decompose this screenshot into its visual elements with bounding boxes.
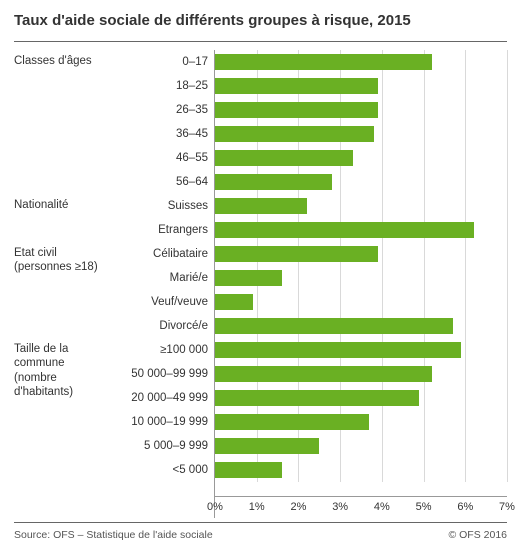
bar [215,246,378,262]
bar-row [215,290,507,314]
bar-row [215,74,507,98]
row-label: Suisses [114,194,214,218]
row-label: ≥100 000 [114,338,214,362]
x-tick-label: 7% [499,501,515,513]
plot-area [215,50,507,482]
row-label: 50 000–99 999 [114,362,214,386]
bar-row [215,458,507,482]
bar-row [215,314,507,338]
bars-column: 0%1%2%3%4%5%6%7% [214,50,507,518]
row-label: 20 000–49 999 [114,386,214,410]
bar [215,198,307,214]
bar-row [215,434,507,458]
x-axis: 0%1%2%3%4%5%6%7% [215,496,507,518]
x-tick-label: 6% [457,501,473,513]
bar-row [215,410,507,434]
x-tick-label: 3% [332,501,348,513]
gridline [507,50,508,482]
bar [215,222,474,238]
chart-body: Classes d'âges Nationalité Etat civil (per… [14,50,507,518]
x-tick-label: 1% [249,501,265,513]
row-labels-column: 0–1718–2526–3536–4546–5556–64SuissesEtra… [114,50,214,518]
x-tick-label: 2% [290,501,306,513]
row-label: 5 000–9 999 [114,434,214,458]
x-tick-label: 0% [207,501,223,513]
bar [215,126,374,142]
bar [215,78,378,94]
group-labels-column: Classes d'âges Nationalité Etat civil (per… [14,50,114,518]
group-label: Nationalité [14,198,109,212]
bar-row [215,194,507,218]
bar [215,438,319,454]
row-label: 26–35 [114,98,214,122]
bar [215,54,432,70]
bar-row [215,242,507,266]
bar-row [215,338,507,362]
bar [215,294,253,310]
row-label: 56–64 [114,170,214,194]
copyright-text: © OFS 2016 [448,529,507,541]
row-label: Célibataire [114,242,214,266]
bar-row [215,170,507,194]
group-label: Taille de la commune (nombre d'habitants… [14,342,109,400]
bar [215,102,378,118]
chart-footer: Source: OFS – Statistique de l'aide soci… [14,523,507,541]
bar [215,462,282,478]
row-label: 10 000–19 999 [114,410,214,434]
bar [215,390,419,406]
bar [215,318,453,334]
source-text: Source: OFS – Statistique de l'aide soci… [14,529,213,541]
bar-row [215,386,507,410]
bar [215,150,353,166]
bar [215,270,282,286]
bar [215,366,432,382]
row-label: Marié/e [114,266,214,290]
chart-container: Taux d'aide sociale de différents groupe… [0,0,521,551]
bar-row [215,122,507,146]
x-tick-label: 5% [416,501,432,513]
bar [215,342,461,358]
bar-row [215,98,507,122]
chart-area: Classes d'âges Nationalité Etat civil (per… [14,41,507,523]
row-label: 18–25 [114,74,214,98]
bar [215,414,369,430]
bar-row [215,218,507,242]
row-label: <5 000 [114,458,214,482]
row-label: Divorcé/e [114,314,214,338]
row-label: 0–17 [114,50,214,74]
group-label: Classes d'âges [14,54,109,68]
row-label: 36–45 [114,122,214,146]
row-label: Etrangers [114,218,214,242]
bar-row [215,50,507,74]
bar-row [215,266,507,290]
x-tick-label: 4% [374,501,390,513]
bar-row [215,362,507,386]
row-label: 46–55 [114,146,214,170]
chart-title: Taux d'aide sociale de différents groupe… [14,12,507,29]
bar [215,174,332,190]
row-label: Veuf/veuve [114,290,214,314]
bar-row [215,146,507,170]
group-label: Etat civil (personnes ≥18) [14,246,109,275]
